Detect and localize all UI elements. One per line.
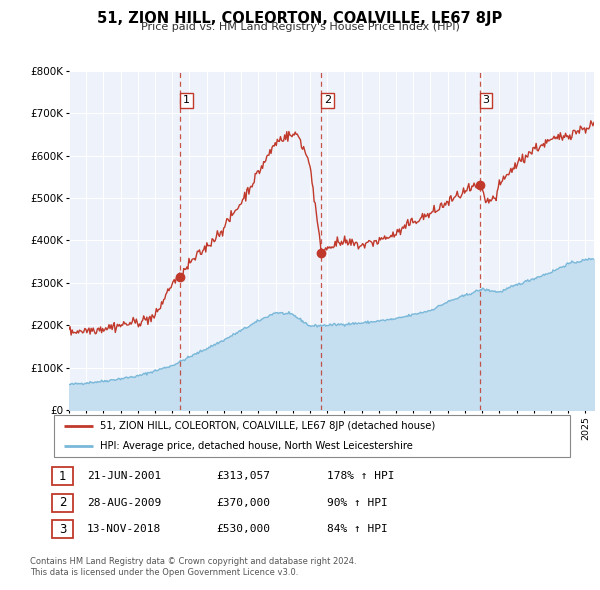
Text: This data is licensed under the Open Government Licence v3.0.: This data is licensed under the Open Gov… [30, 568, 298, 577]
FancyBboxPatch shape [52, 520, 73, 538]
Text: £313,057: £313,057 [216, 471, 270, 481]
Text: 178% ↑ HPI: 178% ↑ HPI [327, 471, 395, 481]
Text: 3: 3 [482, 96, 490, 106]
Text: 28-AUG-2009: 28-AUG-2009 [87, 498, 161, 507]
Text: 1: 1 [183, 96, 190, 106]
Text: £370,000: £370,000 [216, 498, 270, 507]
FancyBboxPatch shape [52, 494, 73, 512]
Text: 84% ↑ HPI: 84% ↑ HPI [327, 525, 388, 534]
Text: 90% ↑ HPI: 90% ↑ HPI [327, 498, 388, 507]
Text: £530,000: £530,000 [216, 525, 270, 534]
Text: 21-JUN-2001: 21-JUN-2001 [87, 471, 161, 481]
Text: 13-NOV-2018: 13-NOV-2018 [87, 525, 161, 534]
Text: HPI: Average price, detached house, North West Leicestershire: HPI: Average price, detached house, Nort… [100, 441, 413, 451]
FancyBboxPatch shape [54, 415, 570, 457]
Text: Price paid vs. HM Land Registry's House Price Index (HPI): Price paid vs. HM Land Registry's House … [140, 22, 460, 32]
Text: 51, ZION HILL, COLEORTON, COALVILLE, LE67 8JP: 51, ZION HILL, COLEORTON, COALVILLE, LE6… [97, 11, 503, 25]
FancyBboxPatch shape [52, 467, 73, 485]
Text: Contains HM Land Registry data © Crown copyright and database right 2024.: Contains HM Land Registry data © Crown c… [30, 558, 356, 566]
Text: 3: 3 [59, 523, 66, 536]
Text: 2: 2 [324, 96, 331, 106]
Text: 51, ZION HILL, COLEORTON, COALVILLE, LE67 8JP (detached house): 51, ZION HILL, COLEORTON, COALVILLE, LE6… [100, 421, 436, 431]
Text: 1: 1 [59, 470, 66, 483]
Text: 2: 2 [59, 496, 66, 509]
